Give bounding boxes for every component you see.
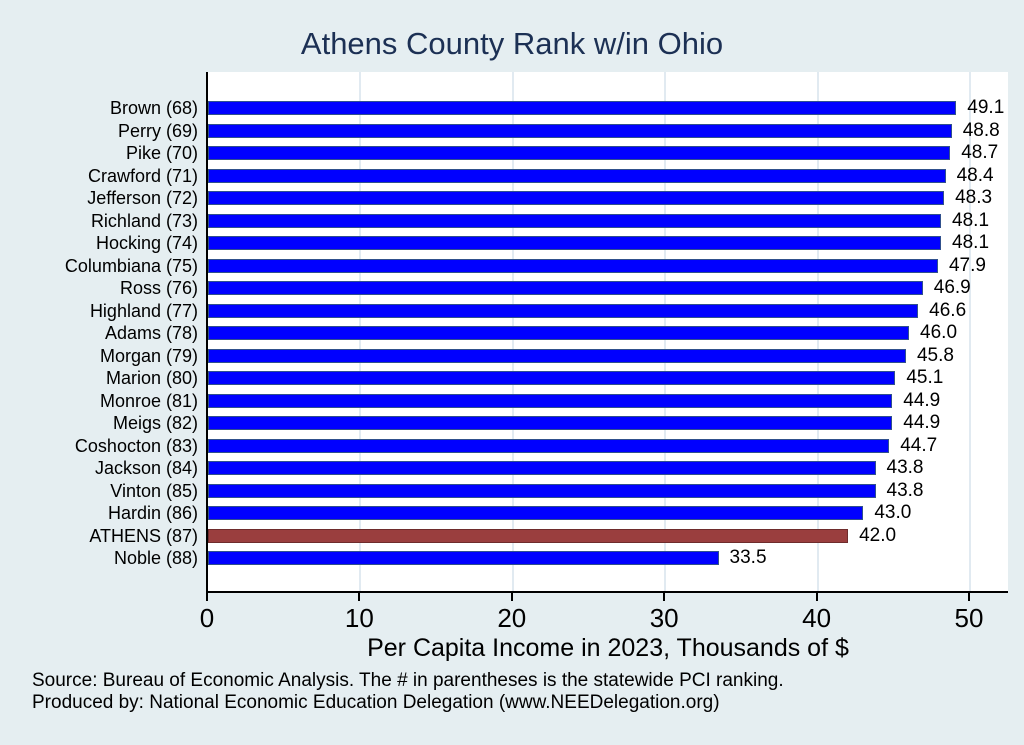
value-label-Vinton (85): 43.8	[886, 479, 924, 501]
value-label-Highland (77): 46.6	[929, 299, 967, 321]
value-label-Monroe (81): 44.9	[903, 389, 941, 411]
bar-Crawford (71)	[208, 168, 946, 183]
bar-Jackson (84)	[208, 461, 876, 475]
bar-Highland (77)	[208, 303, 919, 318]
category-label-Adams (78): Adams (78)	[104, 323, 198, 343]
value-label-Perry (69): 48.8	[962, 119, 1000, 141]
x-tick-30	[663, 591, 666, 601]
source-note-line2: Produced by: National Economic Education…	[32, 692, 720, 713]
value-label-Noble (88): 33.5	[729, 547, 767, 568]
plot-area: 49.1 48.8 48.7 48.4 48.3 48.1 48.1 47.9 46.9 46.6…	[208, 72, 1008, 593]
bar-Hardin (86)	[208, 506, 864, 520]
value-label-Jefferson (72): 48.3	[955, 187, 993, 208]
y-axis-labels: Brown (68) Perry (69) Pike (70) Crawford (7…	[0, 72, 198, 593]
value-label-Richland (73): 48.1	[952, 209, 990, 231]
category-label-Jackson (84): Jackson (84)	[94, 458, 198, 478]
category-label-Coshocton (83): Coshocton (83)	[74, 435, 198, 456]
value-label-Meigs (82): 44.9	[903, 412, 941, 433]
category-label-Marion (80): Marion (80)	[105, 368, 198, 388]
source-note: Source: Bureau of Economic Analysis. The…	[32, 670, 784, 714]
x-tick-label-20: 20	[497, 603, 527, 633]
bar-Vinton (85)	[208, 483, 876, 498]
bar-Columbiana (75)	[208, 258, 938, 273]
x-tick-label-0: 0	[199, 603, 215, 633]
category-label-Richland (73): Richland (73)	[90, 210, 198, 231]
x-axis-line	[206, 591, 1008, 593]
bar-Monroe (81)	[208, 393, 893, 408]
value-label-Marion (80): 45.1	[906, 367, 944, 388]
value-label-Jackson (84): 43.8	[886, 457, 924, 478]
grid-line-50	[969, 72, 971, 593]
value-label-Columbiana (75): 47.9	[948, 254, 986, 276]
bar-Brown (68)	[208, 101, 957, 115]
bar-Perry (69)	[208, 123, 952, 138]
value-label-Pike (70): 48.7	[961, 142, 999, 163]
category-label-Meigs (82): Meigs (82)	[112, 413, 198, 433]
value-label-Hardin (86): 43.0	[874, 502, 912, 523]
category-label-Vinton (85): Vinton (85)	[110, 480, 198, 501]
bar-Hocking (74)	[208, 236, 942, 250]
x-tick-40	[815, 591, 818, 601]
category-label-Ross (76): Ross (76)	[119, 278, 198, 298]
bar-Coshocton (83)	[208, 438, 890, 453]
value-label-Crawford (71): 48.4	[956, 164, 994, 186]
x-tick-label-40: 40	[802, 603, 832, 633]
x-tick-label-50: 50	[954, 603, 984, 633]
x-tick-label-10: 10	[344, 603, 374, 633]
value-label-Morgan (79): 45.8	[916, 344, 954, 366]
category-label-Highland (77): Highland (77)	[89, 300, 198, 321]
category-label-Crawford (71): Crawford (71)	[87, 165, 198, 186]
bar-Marion (80)	[208, 371, 896, 385]
bar-Jefferson (72)	[208, 191, 945, 205]
category-label-Hocking (74): Hocking (74)	[95, 233, 198, 253]
bar-Pike (70)	[208, 146, 951, 160]
value-label-ATHENS (87): 42.0	[859, 524, 897, 546]
bar-Noble (88)	[208, 551, 719, 565]
source-note-line1: Source: Bureau of Economic Analysis. The…	[32, 670, 784, 691]
category-label-Perry (69): Perry (69)	[117, 120, 198, 141]
category-label-Monroe (81): Monroe (81)	[99, 390, 198, 411]
x-tick-20	[510, 591, 513, 601]
x-tick-label-30: 30	[649, 603, 679, 633]
value-label-Ross (76): 46.9	[933, 277, 971, 298]
category-label-Morgan (79): Morgan (79)	[99, 345, 198, 366]
category-label-Noble (88): Noble (88)	[113, 548, 198, 568]
chart-title: Athens County Rank w/in Ohio	[300, 26, 724, 61]
value-label-Coshocton (83): 44.7	[900, 434, 938, 456]
y-axis-line	[206, 72, 208, 601]
category-label-ATHENS (87): ATHENS (87)	[89, 525, 198, 546]
value-label-Hocking (74): 48.1	[952, 232, 990, 253]
category-label-Columbiana (75): Columbiana (75)	[64, 255, 198, 276]
value-label-Brown (68): 49.1	[967, 97, 1005, 118]
x-tick-50	[968, 591, 970, 601]
x-tick-10	[358, 591, 361, 601]
value-label-Adams (78): 46.0	[920, 322, 958, 343]
bar-Richland (73)	[208, 213, 942, 228]
bar-Adams (78)	[208, 326, 910, 340]
category-label-Jefferson (72): Jefferson (72)	[87, 188, 198, 208]
category-label-Brown (68): Brown (68)	[109, 98, 198, 118]
bar-Morgan (79)	[208, 348, 906, 363]
category-label-Hardin (86): Hardin (86)	[107, 503, 198, 523]
x-tick-0	[206, 591, 208, 601]
bar-Meigs (82)	[208, 416, 893, 430]
category-label-Pike (70): Pike (70)	[125, 143, 198, 163]
x-axis-title: Per Capita Income in 2023, Thousands of …	[367, 634, 849, 662]
bar-ATHENS (87)	[208, 528, 849, 543]
bar-Ross (76)	[208, 281, 923, 295]
